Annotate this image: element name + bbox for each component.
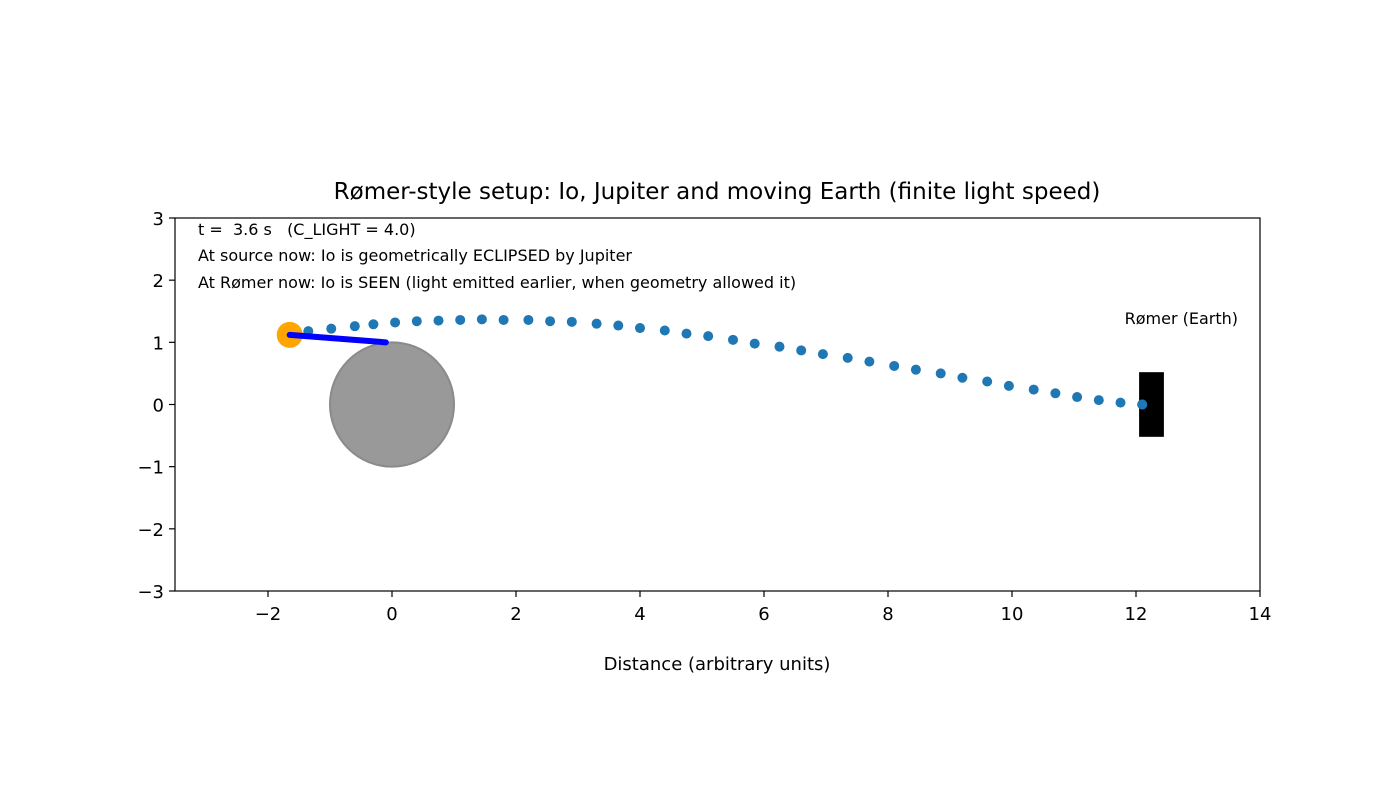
y-tick-label: 2 (153, 271, 164, 292)
annotation-time: t = 3.6 s (C_LIGHT = 4.0) (198, 220, 416, 240)
x-tick-label: 2 (510, 604, 521, 625)
annotation-observer-state: At Rømer now: Io is SEEN (light emitted … (198, 273, 796, 292)
light-path-point (982, 376, 993, 387)
light-path-point (523, 314, 534, 325)
light-path-point (957, 372, 968, 383)
annotation-source-state: At source now: Io is geometrically ECLIP… (198, 246, 632, 265)
light-path-point (498, 314, 509, 325)
light-path-point (935, 368, 946, 379)
light-path-point (566, 316, 577, 327)
light-path-point (411, 316, 422, 327)
x-axis: −2 0 2 4 6 8 10 12 14 (255, 591, 1272, 625)
light-path-point (476, 314, 487, 325)
chart-title: Rømer-style setup: Io, Jupiter and movin… (334, 179, 1101, 205)
light-path-point (390, 317, 401, 328)
light-path-point (681, 328, 692, 339)
light-path-point (889, 360, 900, 371)
light-path-point (774, 341, 785, 352)
x-tick-label: −2 (255, 604, 282, 625)
light-path-point (749, 338, 760, 349)
plot-area (276, 314, 1164, 468)
io-trail-line (286, 331, 389, 346)
y-tick-label: 3 (153, 209, 164, 230)
x-axis-label: Distance (arbitrary units) (604, 654, 831, 675)
light-path-point (796, 345, 807, 356)
y-tick-label: −1 (137, 458, 164, 479)
x-tick-label: 0 (386, 604, 397, 625)
light-path-point (1072, 392, 1083, 403)
light-path-point (910, 364, 921, 375)
light-path-point (817, 349, 828, 360)
y-tick-label: −2 (137, 520, 164, 541)
light-path-point (455, 314, 466, 325)
x-tick-label: 4 (634, 604, 645, 625)
x-tick-label: 10 (1001, 604, 1024, 625)
light-path-point (703, 331, 714, 342)
x-tick-label: 12 (1125, 604, 1148, 625)
light-path-point (591, 318, 602, 329)
y-tick-label: −3 (137, 582, 164, 603)
light-path-point (1003, 380, 1014, 391)
light-path-point (545, 316, 556, 327)
x-tick-label: 14 (1249, 604, 1272, 625)
light-path-point (433, 315, 444, 326)
light-path-point (635, 323, 645, 334)
light-path-point (864, 356, 875, 367)
light-path-point (368, 319, 379, 330)
y-axis: −3 −2 −1 0 1 2 3 (137, 209, 175, 603)
x-tick-label: 6 (758, 604, 769, 625)
light-path-point (326, 323, 337, 334)
earth-position-point (1137, 399, 1148, 410)
light-path-point (1115, 397, 1126, 408)
y-tick-label: 1 (153, 333, 164, 354)
light-path-point (842, 352, 853, 363)
earth-label: Rømer (Earth) (1125, 309, 1238, 328)
jupiter-disk (329, 341, 455, 468)
light-path-point (349, 321, 360, 332)
light-path-point (728, 334, 738, 345)
light-path-point (1028, 384, 1039, 395)
light-path-point (1050, 388, 1061, 399)
light-path-point (1093, 395, 1104, 406)
x-tick-label: 8 (882, 604, 893, 625)
y-tick-label: 0 (153, 396, 164, 417)
light-path-point (659, 325, 670, 336)
light-path-point (613, 320, 624, 331)
